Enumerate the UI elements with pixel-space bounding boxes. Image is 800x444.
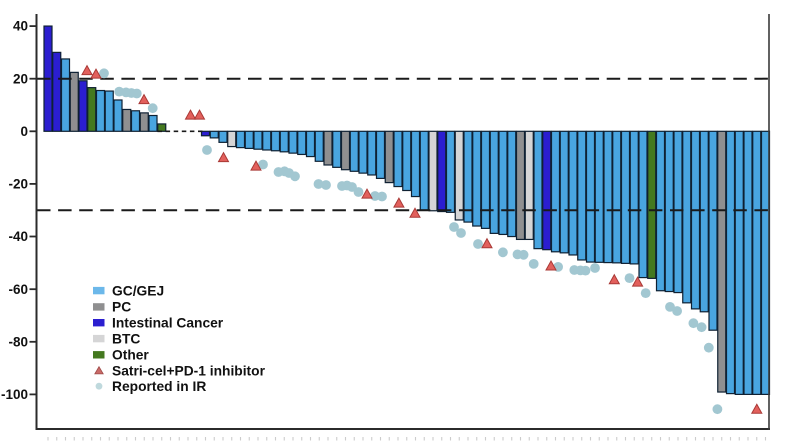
svg-text:BTC: BTC — [112, 331, 140, 346]
svg-text:Satri-cel+PD-1 inhibitor: Satri-cel+PD-1 inhibitor — [112, 364, 266, 379]
svg-text:Reported in IR: Reported in IR — [112, 379, 206, 394]
svg-text:20: 20 — [13, 71, 28, 86]
svg-text:Intestinal Cancer: Intestinal Cancer — [112, 316, 224, 331]
svg-text:GC/GEJ: GC/GEJ — [112, 283, 164, 298]
svg-text:40: 40 — [13, 19, 28, 34]
svg-text:-80: -80 — [8, 334, 28, 349]
svg-text:-60: -60 — [8, 282, 28, 297]
svg-text:PC: PC — [112, 300, 131, 315]
svg-text:-100: -100 — [1, 387, 28, 402]
svg-text:0: 0 — [20, 124, 28, 139]
svg-text:-40: -40 — [8, 229, 28, 244]
svg-text:-20: -20 — [8, 177, 28, 192]
svg-text:Other: Other — [112, 348, 149, 363]
